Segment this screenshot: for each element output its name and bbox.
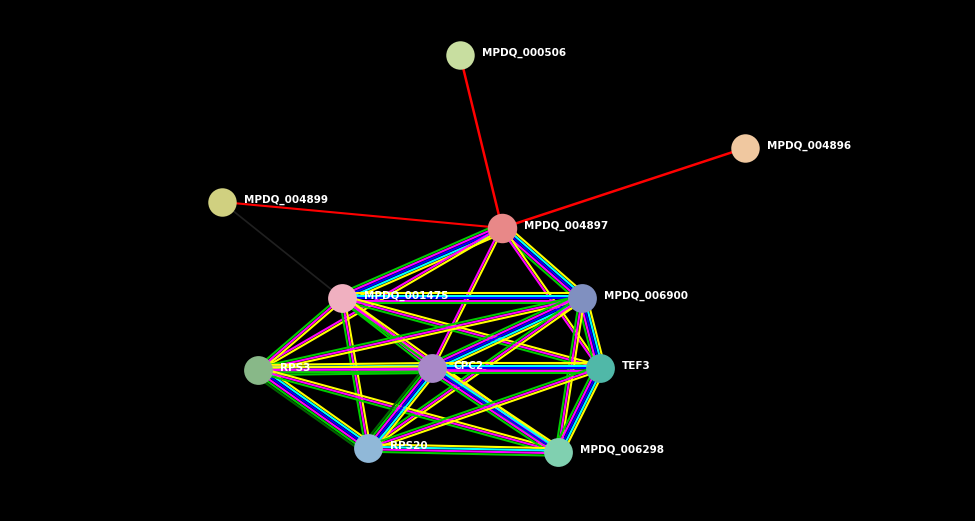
Text: RPS3: RPS3	[280, 363, 310, 373]
Text: MPDQ_001475: MPDQ_001475	[364, 291, 448, 301]
Point	[214, 198, 230, 206]
Text: MPDQ_000506: MPDQ_000506	[482, 48, 566, 58]
Point	[424, 364, 440, 372]
Text: TEF3: TEF3	[622, 361, 650, 371]
Point	[592, 364, 607, 372]
Point	[574, 294, 590, 302]
Text: MPDQ_004896: MPDQ_004896	[767, 141, 851, 151]
Point	[550, 448, 566, 456]
Point	[494, 224, 510, 232]
Text: MPDQ_004897: MPDQ_004897	[524, 221, 608, 231]
Point	[251, 366, 266, 374]
Text: MPDQ_004899: MPDQ_004899	[244, 195, 328, 205]
Point	[452, 51, 468, 59]
Point	[737, 144, 753, 152]
Point	[360, 444, 375, 452]
Text: MPDQ_006298: MPDQ_006298	[580, 445, 664, 455]
Text: RPS20: RPS20	[390, 441, 428, 451]
Text: MPDQ_006900: MPDQ_006900	[604, 291, 688, 301]
Text: CPC2: CPC2	[454, 361, 485, 371]
Point	[334, 294, 350, 302]
